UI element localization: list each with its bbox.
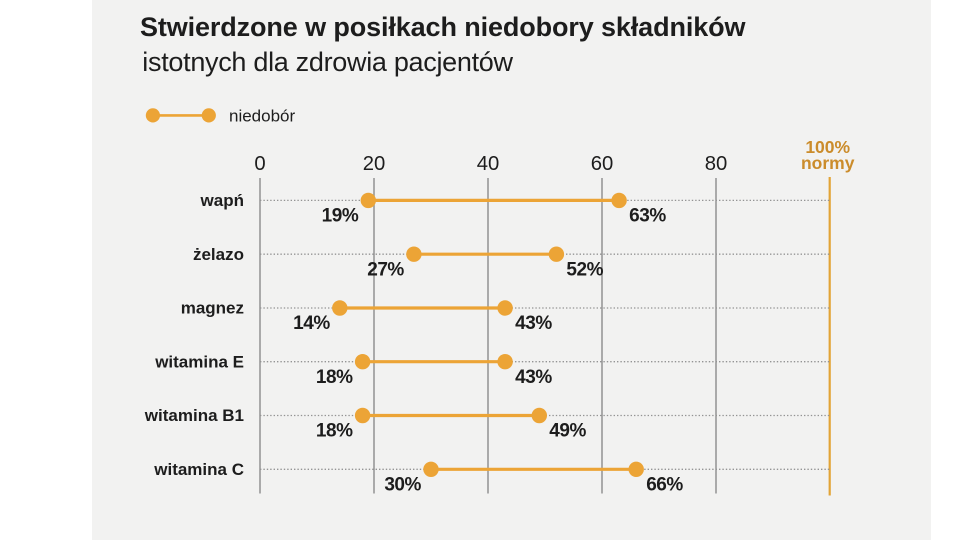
svg-text:Stwierdzone w posiłkach niedob: Stwierdzone w posiłkach niedobory składn… [140, 12, 746, 42]
svg-text:18%: 18% [316, 421, 353, 442]
svg-text:40: 40 [477, 153, 500, 175]
svg-text:20: 20 [363, 153, 386, 175]
svg-text:istotnych dla zdrowia pacjentó: istotnych dla zdrowia pacjentów [142, 47, 513, 77]
svg-text:14%: 14% [293, 313, 330, 334]
svg-text:wapń: wapń [200, 191, 244, 210]
svg-text:43%: 43% [515, 313, 552, 334]
svg-text:43%: 43% [515, 367, 552, 388]
svg-text:witamina B1: witamina B1 [144, 406, 244, 425]
svg-text:27%: 27% [367, 259, 404, 280]
svg-text:60: 60 [591, 153, 614, 175]
svg-text:18%: 18% [316, 367, 353, 388]
svg-text:66%: 66% [646, 474, 683, 495]
svg-text:0: 0 [254, 153, 265, 175]
svg-text:magnez: magnez [181, 299, 244, 318]
svg-text:żelazo: żelazo [193, 245, 244, 264]
svg-text:witamina C: witamina C [153, 460, 244, 479]
svg-text:30%: 30% [384, 474, 421, 495]
svg-text:63%: 63% [629, 206, 666, 227]
svg-text:witamina E: witamina E [154, 352, 244, 371]
svg-text:49%: 49% [549, 421, 586, 442]
svg-text:80: 80 [705, 153, 728, 175]
svg-text:niedobór: niedobór [229, 107, 296, 126]
svg-text:19%: 19% [322, 206, 359, 227]
svg-text:normy: normy [801, 153, 855, 173]
svg-text:100%: 100% [805, 137, 850, 157]
svg-text:52%: 52% [566, 259, 603, 280]
